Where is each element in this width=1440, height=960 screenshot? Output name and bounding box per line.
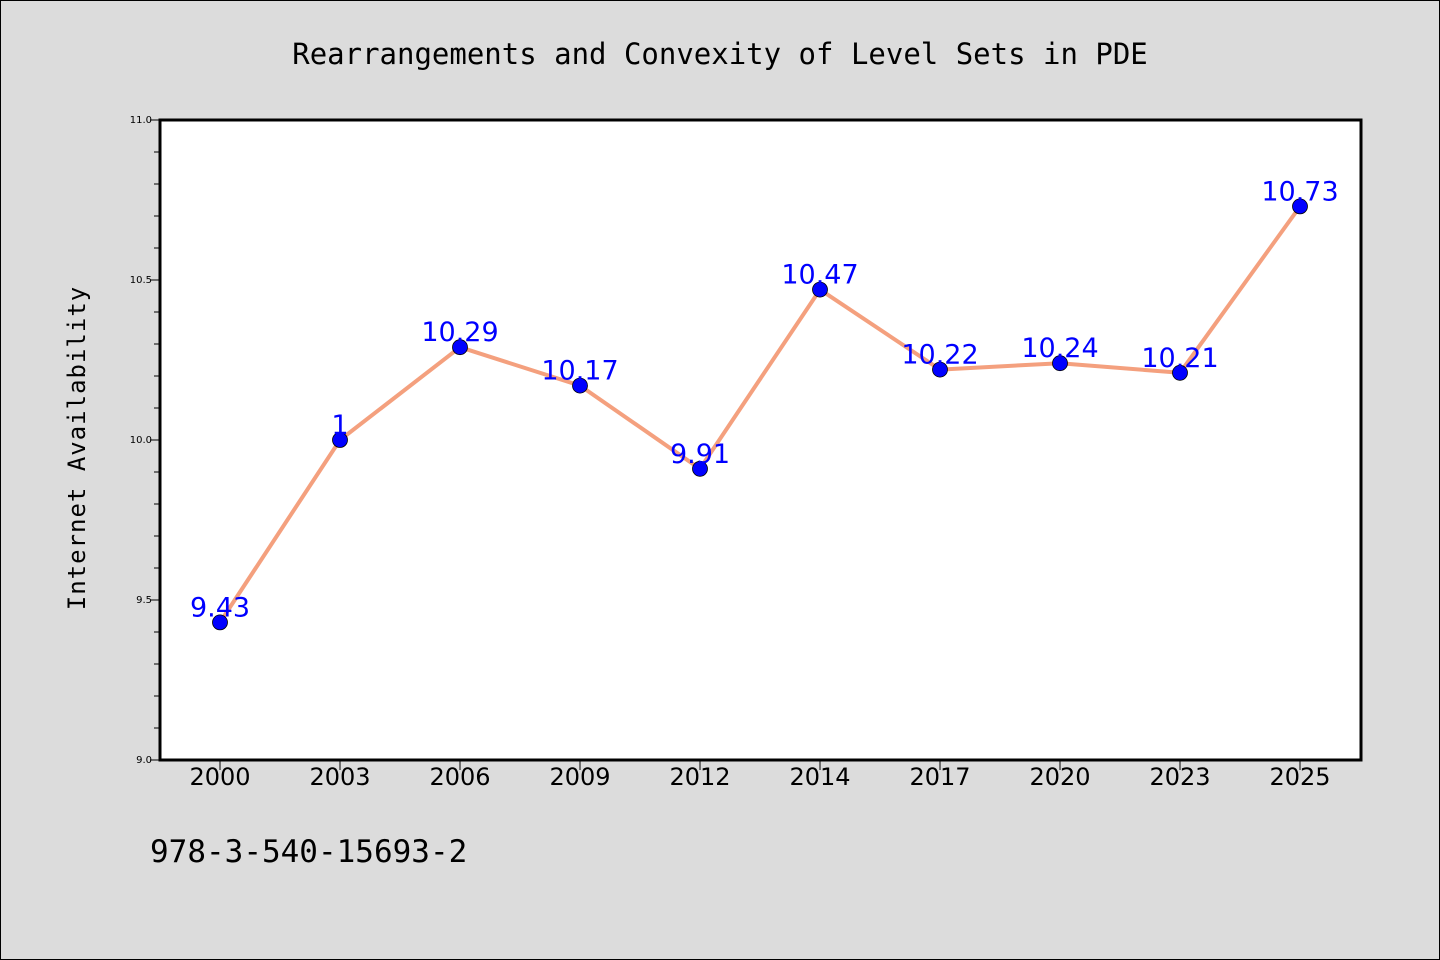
data-labels: 9.43 1 10.29 10.17 9.91 10.47 10.22 10.24 10.21 1… [190, 176, 1339, 623]
data-label: 10.47 [781, 260, 858, 291]
x-tick-label: 2012 [669, 763, 730, 791]
chart-title: Rearrangements and Convexity of Level Se… [292, 37, 1148, 71]
data-point-markers [212, 198, 1308, 631]
x-tick-label: 2014 [789, 763, 850, 791]
data-point [1052, 355, 1068, 372]
series-line [218, 204, 1302, 625]
data-point [812, 281, 828, 298]
y-tick-label: 10.5 [130, 275, 152, 286]
data-point [332, 432, 348, 448]
plot-border [158, 118, 1363, 762]
y-axis-label: Internet Availability [63, 286, 91, 610]
data-label: 10.21 [1141, 343, 1218, 374]
x-tick-label: 2000 [189, 763, 250, 791]
plot-area [160, 120, 1361, 760]
y-tick-label: 9.5 [136, 595, 152, 606]
y-tick-label: 10.0 [130, 435, 152, 446]
x-tick-label: 2006 [429, 763, 490, 791]
isbn-text: 978-3-540-15693-2 [150, 834, 468, 870]
y-tick-label: 11.0 [130, 115, 152, 126]
data-point [452, 339, 468, 356]
data-point [932, 361, 948, 378]
data-label: 10.73 [1261, 176, 1338, 207]
data-point [1172, 364, 1188, 381]
data-label: 9.91 [670, 439, 730, 470]
data-label: 10.29 [421, 317, 498, 348]
y-tick-label: 9.0 [136, 755, 152, 766]
x-tick-label: 2003 [309, 763, 370, 791]
x-tick-label: 2017 [909, 763, 970, 791]
data-point [692, 460, 708, 477]
y-axis-tick-labels: 9.0 9.5 10.0 10.5 11.0 [130, 115, 152, 766]
x-tick-label: 2020 [1029, 763, 1090, 791]
x-tick-label: 2023 [1149, 763, 1210, 791]
data-label: 10.22 [901, 340, 978, 371]
data-point [212, 614, 228, 631]
x-tick-label: 2009 [549, 763, 610, 791]
data-label: 9.43 [190, 592, 250, 623]
data-point [572, 377, 588, 394]
x-tick-label: 2025 [1269, 763, 1330, 791]
data-label: 10.17 [541, 356, 618, 387]
data-label: 1 [331, 410, 348, 441]
data-label: 10.24 [1021, 333, 1098, 364]
data-point [1292, 198, 1308, 215]
x-axis-tick-labels: 2000 2003 2006 2009 2012 2014 2017 2020 2023 2025 [189, 763, 1330, 791]
